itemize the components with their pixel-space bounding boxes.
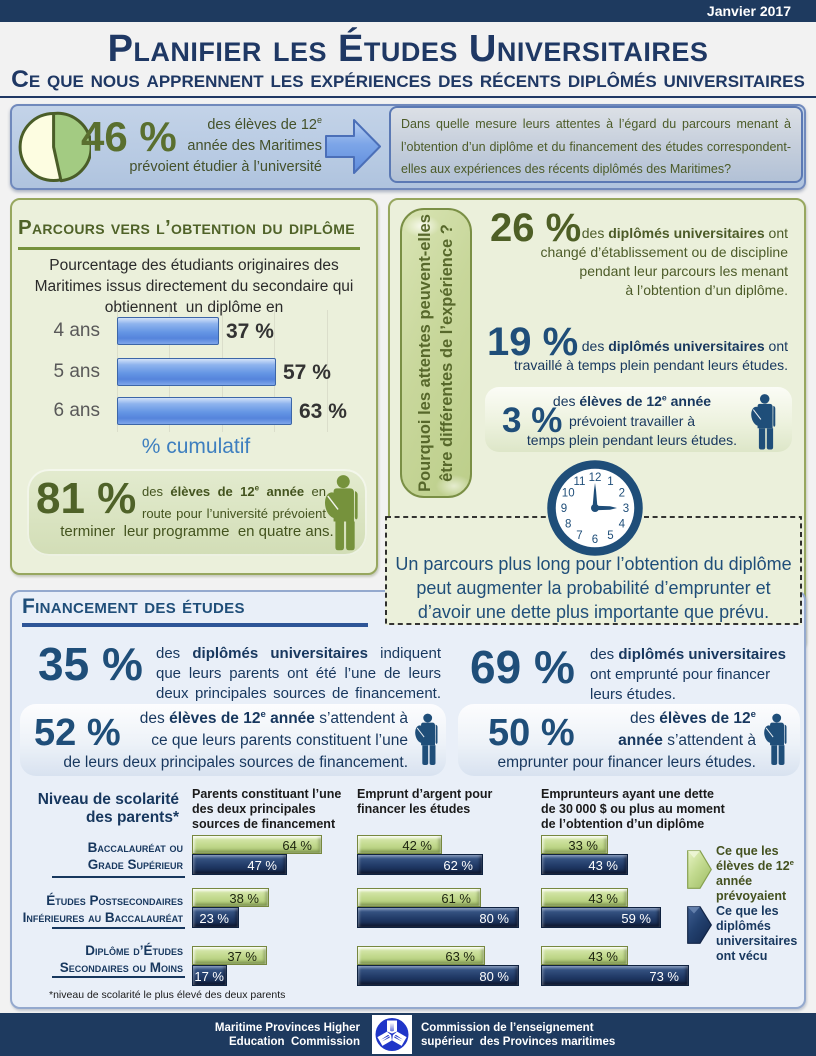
svg-text:10: 10 xyxy=(562,488,575,500)
svg-text:12: 12 xyxy=(589,472,602,484)
svg-text:9: 9 xyxy=(561,503,567,515)
svg-text:3: 3 xyxy=(623,503,629,515)
svg-text:11: 11 xyxy=(574,476,586,488)
svg-text:6: 6 xyxy=(592,534,598,546)
svg-text:7: 7 xyxy=(576,530,582,542)
svg-text:4: 4 xyxy=(619,519,626,531)
svg-text:8: 8 xyxy=(565,519,571,531)
svg-text:2: 2 xyxy=(619,488,625,500)
svg-text:1: 1 xyxy=(607,476,613,488)
svg-text:5: 5 xyxy=(607,530,613,542)
